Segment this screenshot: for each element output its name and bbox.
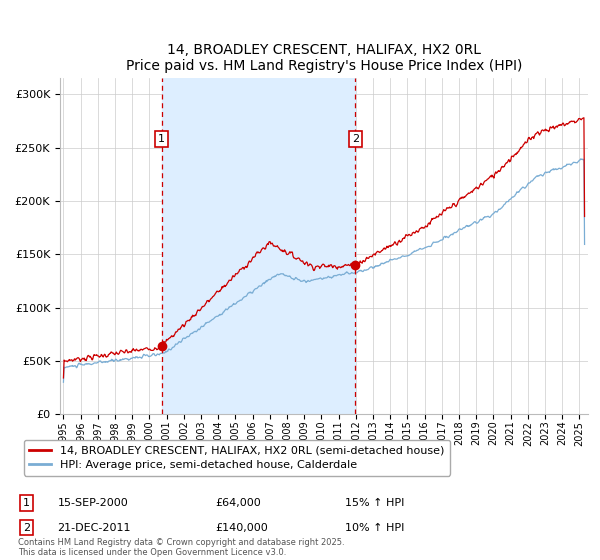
Text: 1: 1: [23, 498, 30, 508]
Text: 2: 2: [23, 522, 30, 533]
Bar: [161, 78, 355, 414]
Text: 2: 2: [352, 134, 359, 144]
Text: £140,000: £140,000: [215, 522, 268, 533]
Text: £64,000: £64,000: [215, 498, 261, 508]
Text: 21-DEC-2011: 21-DEC-2011: [58, 522, 131, 533]
Text: 15-SEP-2000: 15-SEP-2000: [58, 498, 128, 508]
Title: 14, BROADLEY CRESCENT, HALIFAX, HX2 0RL
Price paid vs. HM Land Registry's House : 14, BROADLEY CRESCENT, HALIFAX, HX2 0RL …: [126, 43, 522, 73]
Text: 1: 1: [158, 134, 165, 144]
Text: Contains HM Land Registry data © Crown copyright and database right 2025.
This d: Contains HM Land Registry data © Crown c…: [18, 538, 344, 557]
Text: 15% ↑ HPI: 15% ↑ HPI: [345, 498, 404, 508]
Legend: 14, BROADLEY CRESCENT, HALIFAX, HX2 0RL (semi-detached house), HPI: Average pric: 14, BROADLEY CRESCENT, HALIFAX, HX2 0RL …: [23, 440, 450, 475]
Text: 10% ↑ HPI: 10% ↑ HPI: [345, 522, 404, 533]
